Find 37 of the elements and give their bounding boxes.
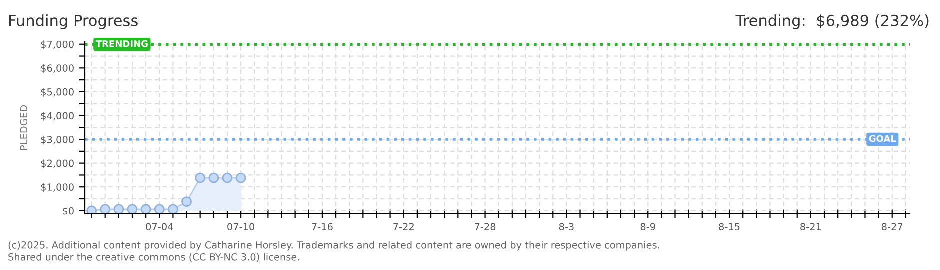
point [127, 204, 138, 214]
point [86, 206, 97, 214]
y-tick-label: $6,000 [41, 64, 74, 74]
chart-subtitle: Trending: $6,989 (232%) [736, 14, 929, 30]
point [182, 196, 192, 208]
y-tick-label: $1,000 [41, 183, 74, 192]
point [208, 172, 220, 184]
x-tick-label: 8-15 [719, 223, 740, 231]
y-axis-title: PLEDGED [20, 106, 28, 150]
text: (c)2025. Additional content provided by Catharine Horsley. Trademarks and related content are owned by their respective companies. [8, 241, 660, 251]
x-tick-label: 07-04 [146, 223, 174, 231]
chart-title: Funding Progress [10, 14, 138, 30]
point [236, 172, 246, 184]
x-tick-label: 8-21 [800, 223, 822, 231]
y-tick-label: $0 [63, 207, 74, 216]
point [154, 204, 165, 214]
x-tick-label: 8-27 [882, 223, 903, 231]
point [100, 204, 111, 214]
y-tick-label: $7,000 [41, 40, 74, 50]
point [195, 172, 206, 184]
y-tick-label: $3,000 [41, 136, 74, 145]
point [140, 204, 152, 214]
point [114, 204, 124, 214]
text: Shared under the creative commons (CC BY-NC 3.0) license. [8, 253, 300, 262]
y-tick-label: $2,000 [41, 160, 74, 168]
x-tick-label: 07-10 [228, 223, 255, 231]
y-tick-label: $4,000 [41, 112, 74, 121]
x-tick-label: 7-28 [475, 223, 496, 231]
x-tick-label: 7-16 [312, 223, 333, 231]
x-tick-label: 7-22 [394, 223, 414, 230]
point [222, 172, 233, 184]
x-tick-label: 8-9 [640, 223, 656, 231]
point [168, 204, 178, 214]
x-tick-label: 8-3 [559, 223, 574, 231]
y-tick-label: $5,000 [41, 88, 74, 98]
ref-line-label: GOAL [869, 135, 896, 142]
ref-line-label: TRENDING [96, 40, 148, 48]
